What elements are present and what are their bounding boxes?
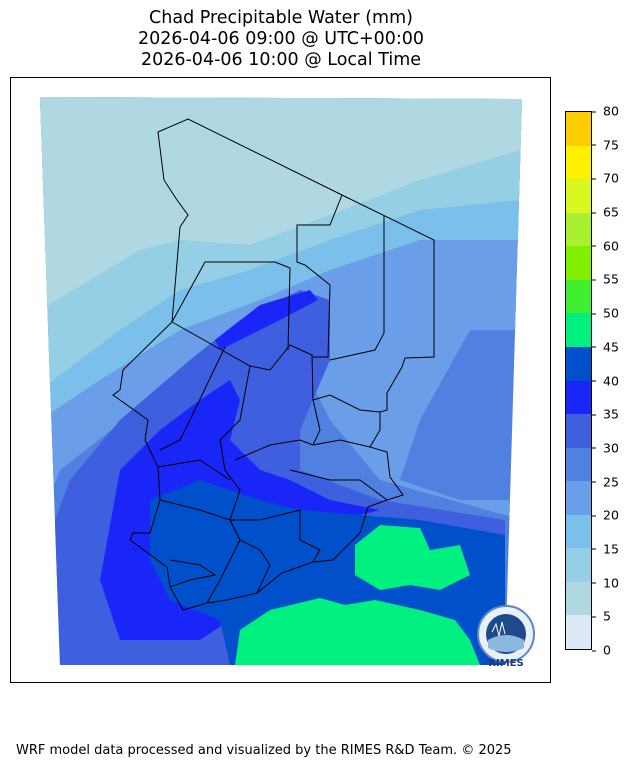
region-border — [169, 559, 217, 588]
figure-title: Chad Precipitable Water (mm) 2026-04-06 … — [0, 8, 562, 71]
title-line-1: Chad Precipitable Water (mm) — [149, 8, 413, 28]
colorbar-tick-label: 25 — [592, 474, 619, 489]
colorbar-tick-label: 70 — [592, 171, 619, 186]
colorbar-segment — [566, 615, 591, 649]
colorbar-segment — [566, 548, 591, 582]
colorbar-tick-label: 80 — [592, 104, 619, 119]
colorbar-tick-label: 35 — [592, 407, 619, 422]
colorbar-segment — [566, 246, 591, 280]
colorbar-segment — [566, 212, 591, 247]
colorbar-segment — [566, 414, 591, 448]
colorbar-segment — [566, 481, 591, 515]
tick-text: 20 — [603, 507, 619, 523]
region-border — [206, 539, 241, 604]
region-border — [312, 439, 371, 448]
band-45-50-blob — [355, 525, 470, 590]
colorbar-segment — [566, 514, 591, 549]
tick-text: 10 — [603, 575, 619, 591]
tick-text: 40 — [603, 373, 619, 388]
colorbar-segment — [566, 447, 591, 482]
colorbar-tick-label: 65 — [592, 205, 619, 220]
map-frame — [10, 77, 551, 683]
region-border — [171, 321, 321, 446]
tick-text: 60 — [603, 238, 619, 254]
colorbar-segment — [566, 179, 591, 213]
tick-text: 35 — [603, 406, 619, 422]
colorbar-tick-label: 15 — [592, 541, 619, 556]
band-5-10 — [40, 97, 522, 310]
colorbar-tick-label: 30 — [592, 440, 619, 455]
colorbar-segment — [566, 112, 591, 146]
tick-text: 55 — [603, 271, 619, 287]
region-border — [312, 394, 381, 413]
band-45-50 — [235, 598, 480, 665]
colorbar-tick-label: 55 — [592, 272, 619, 287]
colorbar-segment — [566, 581, 591, 616]
tick-text: 45 — [603, 339, 619, 355]
tick-text: 15 — [603, 541, 619, 557]
region-border — [329, 215, 385, 361]
svg-text:RIMES: RIMES — [488, 658, 523, 668]
colorbar-segment — [566, 346, 591, 381]
tick-text: 65 — [603, 204, 619, 220]
tick-text: 0 — [603, 642, 611, 658]
title-line-3: 2026-04-06 10:00 @ Local Time — [140, 50, 422, 70]
region-border — [234, 439, 314, 461]
tick-text: 70 — [603, 170, 619, 186]
band-35-40-streak — [215, 290, 318, 350]
region-border — [171, 261, 291, 351]
colorbar-tick-label: 20 — [592, 508, 619, 523]
colorbar-tick-label: 5 — [592, 609, 611, 624]
admin-boundaries — [112, 118, 435, 611]
colorbar-tick-label: 40 — [592, 373, 619, 388]
region-border — [299, 510, 321, 563]
region-border — [229, 519, 271, 594]
colorbar-tick-label: 10 — [592, 575, 619, 590]
tick-text: 30 — [603, 440, 619, 456]
colorbar-tick-label: 0 — [592, 643, 611, 658]
colorbar-tick-label: 75 — [592, 137, 619, 152]
footer-credit: WRF model data processed and visualized … — [16, 743, 512, 758]
colorbar-tick-label: 45 — [592, 339, 619, 354]
colorbar — [565, 111, 592, 650]
region-border — [296, 194, 343, 358]
rimes-logo: RIMES — [477, 605, 535, 668]
colorbar-tick-label: 50 — [592, 306, 619, 321]
tick-text: 80 — [603, 103, 619, 119]
title-line-2: 2026-04-06 09:00 @ UTC+00:00 — [137, 29, 425, 49]
region-border — [159, 346, 226, 451]
tick-text: 25 — [603, 474, 619, 490]
region-border — [289, 469, 388, 501]
tick-text: 50 — [603, 305, 619, 321]
colorbar-segment — [566, 145, 591, 180]
colorbar-segment — [566, 380, 591, 415]
colorbar-segment — [566, 313, 591, 347]
tick-text: 5 — [603, 608, 611, 624]
colorbar-tick-label: 60 — [592, 238, 619, 253]
region-border — [157, 459, 231, 481]
tick-text: 75 — [603, 137, 619, 153]
colorbar-segment — [566, 279, 591, 314]
